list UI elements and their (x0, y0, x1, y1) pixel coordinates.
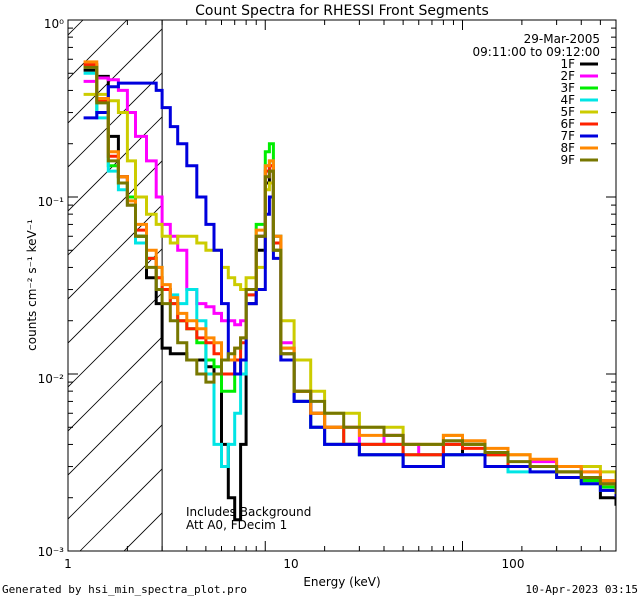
legend-label-2F: 2F (560, 69, 575, 83)
x-tick-label-10: 10 (283, 557, 298, 571)
legend-label-7F: 7F (560, 129, 575, 143)
legend-label-4F: 4F (560, 93, 575, 107)
legend-label-3F: 3F (560, 81, 575, 95)
series-line-9F (83, 65, 616, 494)
legend-label-9F: 9F (560, 153, 575, 167)
plot-frame (67, 19, 617, 552)
annotation-attenuator: Att A0, FDecim 1 (186, 518, 287, 532)
hatch-line (68, 248, 163, 344)
x-tick-label-100: 100 (502, 557, 525, 571)
legend-label-5F: 5F (560, 105, 575, 119)
hatch-line (68, 204, 163, 300)
footer-generated-by: Generated by hsi_min_spectra_plot.pro (2, 583, 248, 596)
y-tick-label-1e-2: 10⁻² (38, 372, 65, 386)
date-label: 29-Mar-2005 (524, 32, 600, 46)
chart-title: Count Spectra for RHESSI Front Segments (195, 3, 489, 19)
axis-ticks (67, 20, 617, 552)
y-tick-label-1e-1: 10⁻¹ (38, 195, 65, 209)
x-axis-label: Energy (keV) (303, 575, 380, 589)
legend-label-6F: 6F (560, 117, 575, 131)
hatch-line (68, 20, 84, 36)
annotation-background: Includes Background (186, 505, 311, 519)
legend-label-8F: 8F (560, 141, 575, 155)
series-line-8F (83, 60, 616, 491)
y-tick-label-1e-3: 10⁻³ (38, 545, 65, 559)
time-range-label: 09:11:00 to 09:12:00 (473, 45, 600, 59)
hatch-line (68, 380, 163, 476)
y-tick-label-1e0: 10⁰ (44, 17, 64, 31)
hatch-line (68, 424, 163, 520)
hatch-line (68, 292, 163, 388)
footer-timestamp: 10-Apr-2023 03:15 (525, 583, 638, 596)
hatch-line (68, 28, 163, 124)
y-axis-label: counts cm⁻² s⁻¹ keV⁻¹ (25, 219, 39, 351)
legend-label-1F: 1F (560, 57, 575, 71)
x-tick-label-1: 1 (64, 557, 72, 571)
